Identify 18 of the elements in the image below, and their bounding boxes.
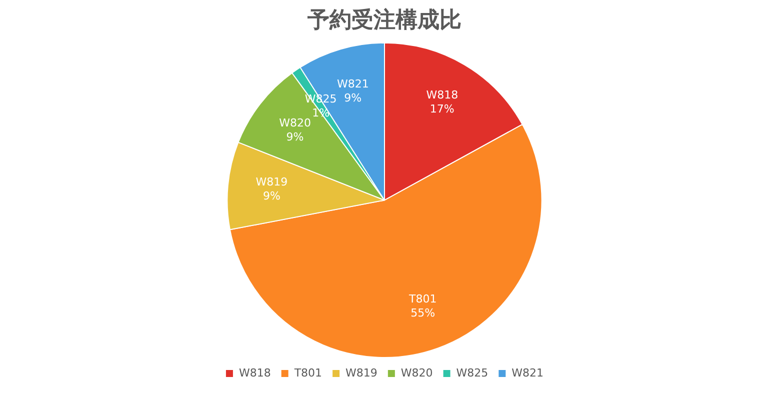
slice-label: T801 xyxy=(408,292,437,306)
data-label: 9% xyxy=(344,91,362,104)
legend-label: W820 xyxy=(400,366,433,380)
slice-label: W819 xyxy=(256,175,288,188)
data-label: 17% xyxy=(430,102,454,116)
slice-label: W818 xyxy=(426,88,458,102)
legend-label: T801 xyxy=(293,366,322,380)
slice-label: W821 xyxy=(336,77,369,90)
data-label: 9% xyxy=(286,130,304,144)
slice-label: W820 xyxy=(279,116,311,130)
legend-label: W825 xyxy=(456,366,488,380)
data-label: 9% xyxy=(263,189,280,202)
legend-label: W818 xyxy=(238,366,271,380)
data-label: 1% xyxy=(312,106,330,120)
data-label: 55% xyxy=(410,306,436,320)
chart-title: 予約受注構成比 xyxy=(306,6,462,33)
legend-label: W821 xyxy=(512,366,544,380)
legend-label: W819 xyxy=(346,366,378,380)
